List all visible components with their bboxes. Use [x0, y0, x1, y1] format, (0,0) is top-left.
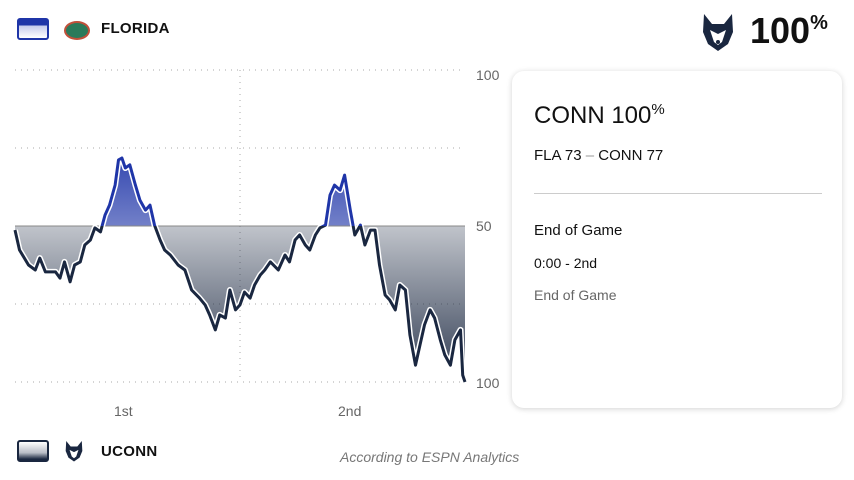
uconn-husky-logo-icon	[700, 12, 736, 52]
card-title-text: CONN 100	[534, 102, 652, 129]
florida-swatch	[17, 18, 49, 40]
card-divider	[534, 193, 822, 194]
y-tick-mid: 50	[476, 218, 492, 234]
play-description: End of Game	[534, 287, 617, 303]
top-win-percentage: 100%	[750, 10, 828, 52]
card-title: CONN 100%	[534, 101, 665, 130]
y-tick-top: 100	[476, 67, 500, 83]
score-away: FLA 73	[534, 147, 582, 164]
score-separator: –	[585, 147, 595, 164]
percent-sign: %	[810, 12, 828, 34]
uconn-swatch	[17, 440, 49, 462]
x-tick-1st: 1st	[114, 403, 133, 419]
card-title-pct: %	[651, 101, 665, 118]
florida-area	[15, 158, 465, 226]
florida-logo-icon	[64, 21, 90, 40]
win-probability-chart	[12, 69, 468, 383]
y-tick-bottom: 100	[476, 375, 500, 391]
game-status: End of Game	[534, 222, 623, 239]
score-home: CONN 77	[598, 147, 664, 164]
uconn-husky-small-icon	[64, 438, 84, 469]
top-win-value: 100	[750, 10, 811, 51]
analytics-credit: According to ESPN Analytics	[340, 449, 520, 465]
uconn-area	[15, 226, 465, 382]
game-clock: 0:00 - 2nd	[534, 255, 598, 271]
uconn-label: UCONN	[101, 443, 158, 460]
uconn-line	[13, 226, 467, 383]
game-info-card: CONN 100% FLA 73 – CONN 77 End of Game 0…	[512, 71, 842, 408]
score-line: FLA 73 – CONN 77	[534, 147, 663, 164]
florida-label: FLORIDA	[101, 20, 170, 37]
x-tick-2nd: 2nd	[338, 403, 362, 419]
